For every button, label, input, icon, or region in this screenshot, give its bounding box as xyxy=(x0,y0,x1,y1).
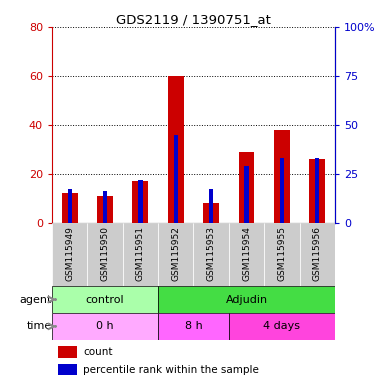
Bar xyxy=(309,159,325,223)
Bar xyxy=(158,223,193,286)
Text: count: count xyxy=(83,347,112,357)
Bar xyxy=(174,135,178,223)
Bar xyxy=(209,189,213,223)
Bar xyxy=(87,223,123,286)
Bar xyxy=(239,152,254,223)
Text: 8 h: 8 h xyxy=(184,321,203,331)
Bar xyxy=(158,313,229,340)
Text: GSM115954: GSM115954 xyxy=(242,226,251,281)
Bar xyxy=(168,76,184,223)
Bar xyxy=(244,166,249,223)
Bar xyxy=(123,223,158,286)
Text: GSM115949: GSM115949 xyxy=(65,226,74,281)
Bar xyxy=(193,223,229,286)
Text: GSM115956: GSM115956 xyxy=(313,226,322,281)
Bar xyxy=(203,203,219,223)
Text: 0 h: 0 h xyxy=(96,321,114,331)
Text: GSM115953: GSM115953 xyxy=(207,226,216,281)
Title: GDS2119 / 1390751_at: GDS2119 / 1390751_at xyxy=(116,13,271,26)
Bar xyxy=(58,364,77,375)
Bar xyxy=(280,158,284,223)
Text: percentile rank within the sample: percentile rank within the sample xyxy=(83,365,259,375)
Bar xyxy=(274,130,290,223)
Bar xyxy=(62,194,78,223)
Bar xyxy=(52,286,158,313)
Bar xyxy=(52,313,158,340)
Text: GSM115951: GSM115951 xyxy=(136,226,145,281)
Bar xyxy=(315,158,320,223)
Bar xyxy=(103,191,107,223)
Bar xyxy=(52,223,87,286)
Text: Adjudin: Adjudin xyxy=(226,295,268,305)
Bar xyxy=(300,223,335,286)
Bar xyxy=(132,181,148,223)
Bar xyxy=(229,313,335,340)
Text: GSM115950: GSM115950 xyxy=(100,226,110,281)
Bar xyxy=(67,189,72,223)
Text: GSM115955: GSM115955 xyxy=(277,226,286,281)
Bar xyxy=(138,180,142,223)
Text: GSM115952: GSM115952 xyxy=(171,226,180,281)
Bar xyxy=(58,346,77,358)
Bar xyxy=(264,223,300,286)
Text: time: time xyxy=(27,321,52,331)
Bar xyxy=(97,196,113,223)
Text: 4 days: 4 days xyxy=(263,321,300,331)
Bar xyxy=(229,223,264,286)
Text: control: control xyxy=(86,295,124,305)
Bar xyxy=(158,286,335,313)
Text: agent: agent xyxy=(20,295,52,305)
